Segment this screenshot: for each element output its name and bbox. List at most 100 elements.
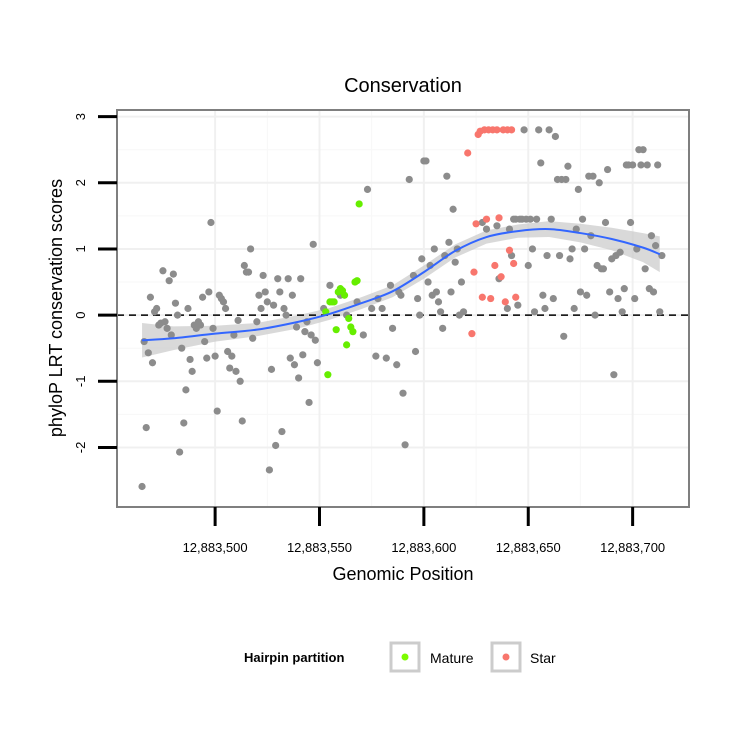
point-other [526, 215, 534, 223]
point-other [228, 352, 236, 360]
point-other [543, 251, 551, 260]
point-other [301, 328, 309, 336]
point-other [165, 277, 173, 285]
x-tick-label: 12,883,550 [287, 540, 352, 555]
point-other [405, 175, 413, 184]
plot-border [116, 109, 690, 508]
y-tick-label: -1 [73, 376, 88, 388]
point-other [599, 265, 608, 273]
point-other [307, 331, 315, 339]
point-other [186, 355, 194, 364]
point-other [171, 299, 180, 307]
point-star [505, 246, 514, 254]
legend-title: Hairpin partition [244, 650, 344, 665]
point-other [549, 294, 557, 303]
point-other [378, 304, 386, 313]
point-other [309, 240, 317, 248]
point-other [221, 304, 230, 313]
point-other [606, 288, 614, 296]
point-other [326, 281, 334, 289]
y-axis-label: phyloP LRT conservation scores [46, 179, 66, 437]
point-other [255, 291, 263, 299]
point-other [382, 354, 390, 362]
point-other [159, 267, 167, 275]
point-other [263, 298, 271, 306]
point-mature [330, 298, 338, 306]
point-other [284, 275, 292, 283]
point-other [146, 293, 155, 301]
point-other [272, 441, 280, 450]
point-other [647, 232, 656, 240]
point-mature [355, 200, 363, 208]
point-other [265, 466, 273, 474]
point-mature [343, 341, 351, 349]
point-star [510, 259, 518, 268]
point-other [581, 245, 589, 253]
point-other [209, 324, 217, 332]
point-other [169, 270, 177, 278]
point-other [240, 261, 248, 270]
point-star [472, 220, 480, 228]
point-other [555, 251, 564, 260]
point-other [167, 331, 175, 339]
point-mature [353, 277, 361, 285]
point-star [493, 126, 501, 134]
point-mature [332, 326, 340, 334]
x-tick-label: 12,883,700 [600, 540, 665, 555]
point-star [478, 293, 486, 301]
point-other [161, 318, 169, 326]
point-other [626, 218, 635, 227]
point-other [545, 126, 553, 134]
point-other [236, 377, 244, 385]
point-other [578, 215, 587, 223]
point-other [372, 352, 380, 360]
point-other [566, 255, 574, 263]
point-other [280, 304, 288, 313]
point-other [173, 311, 182, 319]
point-other [574, 185, 582, 193]
y-tick-label: -2 [73, 442, 88, 454]
point-other [445, 238, 453, 246]
x-axis-ticks: 12,883,500 12,883,550 12,883,600 12,883,650… [183, 507, 665, 555]
point-other [493, 222, 501, 230]
point-other [639, 146, 647, 154]
point-other [203, 354, 211, 362]
point-other [205, 288, 213, 296]
point-star [501, 298, 509, 306]
y-tick-label: 2 [73, 179, 88, 186]
point-other [631, 294, 639, 303]
point-other [564, 162, 572, 170]
point-star [497, 273, 505, 281]
point-star [491, 261, 499, 270]
point-other [234, 316, 242, 325]
point-other [418, 255, 426, 263]
point-other [274, 275, 282, 283]
point-other [153, 304, 161, 313]
point-mature [349, 328, 357, 336]
point-other [313, 359, 322, 367]
point-other [411, 347, 420, 356]
point-other [459, 308, 468, 316]
point-other [282, 311, 290, 319]
point-other [184, 304, 192, 313]
point-other [434, 298, 443, 306]
point-other [539, 291, 547, 299]
point-mature [345, 314, 353, 323]
point-other [286, 354, 294, 362]
point-other [261, 288, 269, 296]
point-other [641, 265, 649, 273]
point-other [560, 332, 568, 340]
point-other [422, 157, 430, 165]
point-other [637, 161, 645, 169]
point-other [180, 419, 188, 427]
y-tick-label: 3 [73, 113, 88, 120]
point-other [238, 417, 246, 425]
point-other [547, 215, 555, 223]
smooth-curve [141, 228, 661, 342]
point-other [176, 448, 184, 456]
y-tick-label: 1 [73, 245, 88, 252]
legend-label-mature: Mature [430, 650, 474, 666]
point-other [386, 281, 395, 289]
point-other [295, 374, 303, 382]
